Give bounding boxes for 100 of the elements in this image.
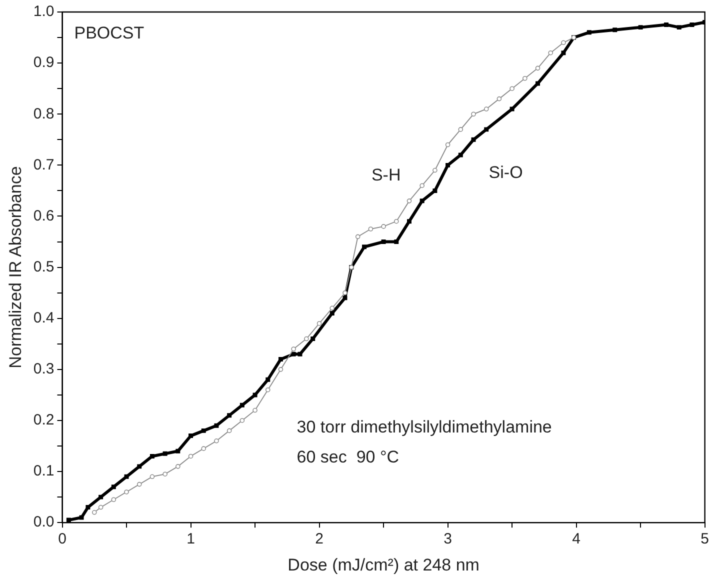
point [330, 306, 335, 311]
point [330, 311, 334, 316]
point [355, 234, 360, 240]
point [432, 188, 438, 193]
y-tick-label: 0.7 [33, 156, 54, 174]
point [561, 40, 566, 46]
point [137, 464, 142, 469]
point [406, 198, 412, 204]
point [240, 418, 245, 423]
point [240, 402, 244, 408]
x-axis-title: Dose (mJ/cm²) at 248 nm [288, 555, 480, 574]
point [548, 50, 554, 56]
x-tick-label: 3 [444, 530, 452, 548]
point [162, 472, 168, 476]
point [265, 387, 270, 392]
y-tick-label: 0.0 [33, 514, 54, 531]
annotation: 30 torr dimethylsilyldimethylamine [296, 417, 552, 436]
point [458, 127, 464, 132]
point [536, 81, 540, 86]
point [111, 497, 116, 502]
point [98, 494, 104, 500]
series-label: S-H [371, 165, 401, 184]
point [86, 505, 90, 510]
annotation: 60 sec 90 °C [296, 447, 400, 466]
point [420, 198, 424, 204]
point [664, 22, 669, 28]
point [446, 162, 450, 168]
point [420, 183, 424, 188]
point [92, 510, 97, 515]
point [381, 240, 386, 244]
x-tick-label: 1 [186, 530, 195, 548]
point [252, 408, 258, 413]
point [381, 224, 386, 229]
point [535, 66, 540, 71]
point [471, 112, 476, 117]
point [79, 515, 84, 520]
point [176, 464, 180, 469]
point [298, 352, 302, 356]
point [124, 490, 129, 494]
point [111, 484, 116, 490]
point [362, 244, 366, 250]
point [252, 392, 258, 398]
x-tick-label: 0 [58, 530, 66, 548]
point [458, 152, 463, 158]
point [124, 474, 129, 479]
point [342, 290, 348, 296]
point [471, 137, 476, 142]
point [98, 504, 104, 510]
y-tick-label: 0.5 [33, 258, 54, 276]
point [676, 25, 682, 30]
y-axis-title: Normalized IR Absorbance [6, 166, 25, 368]
point [316, 321, 322, 326]
y-tick-label: 0.1 [33, 462, 54, 480]
point [201, 428, 206, 433]
point [394, 218, 399, 224]
y-tick-label: 0.2 [33, 412, 54, 429]
y-tick-label: 0.8 [33, 105, 54, 122]
point [188, 454, 194, 459]
point [266, 377, 270, 382]
point [690, 22, 694, 28]
point [66, 518, 71, 522]
y-tick-label: 0.6 [33, 207, 54, 224]
point [510, 86, 514, 91]
x-tick-label: 5 [700, 530, 709, 548]
point [201, 446, 206, 451]
point [445, 142, 450, 148]
x-tick-label: 4 [572, 530, 580, 548]
point [496, 96, 502, 102]
point [304, 336, 309, 342]
point [394, 240, 399, 244]
point [291, 352, 296, 356]
annotation: PBOCST [74, 24, 144, 43]
point [342, 296, 348, 300]
point [368, 226, 374, 232]
point [612, 28, 618, 32]
point [136, 482, 142, 487]
y-tick-label: 0.9 [33, 54, 54, 72]
point [176, 448, 180, 454]
point [407, 219, 412, 224]
point [214, 423, 219, 428]
point [484, 127, 489, 132]
point [214, 438, 219, 444]
point [162, 451, 168, 456]
point [278, 367, 284, 372]
point [522, 76, 528, 81]
y-tick-label: 1.0 [33, 3, 54, 20]
point [310, 336, 316, 342]
x-tick-label: 2 [315, 530, 324, 548]
y-tick-label: 0.3 [33, 360, 54, 378]
point [432, 168, 438, 173]
point [638, 25, 643, 30]
point [227, 413, 232, 418]
series-label: Si-O [488, 162, 523, 182]
point [226, 428, 232, 434]
point [561, 50, 566, 56]
y-tick-label: 0.4 [33, 310, 54, 326]
point [150, 474, 155, 480]
point [188, 434, 194, 438]
point [586, 30, 592, 35]
point [291, 346, 296, 352]
